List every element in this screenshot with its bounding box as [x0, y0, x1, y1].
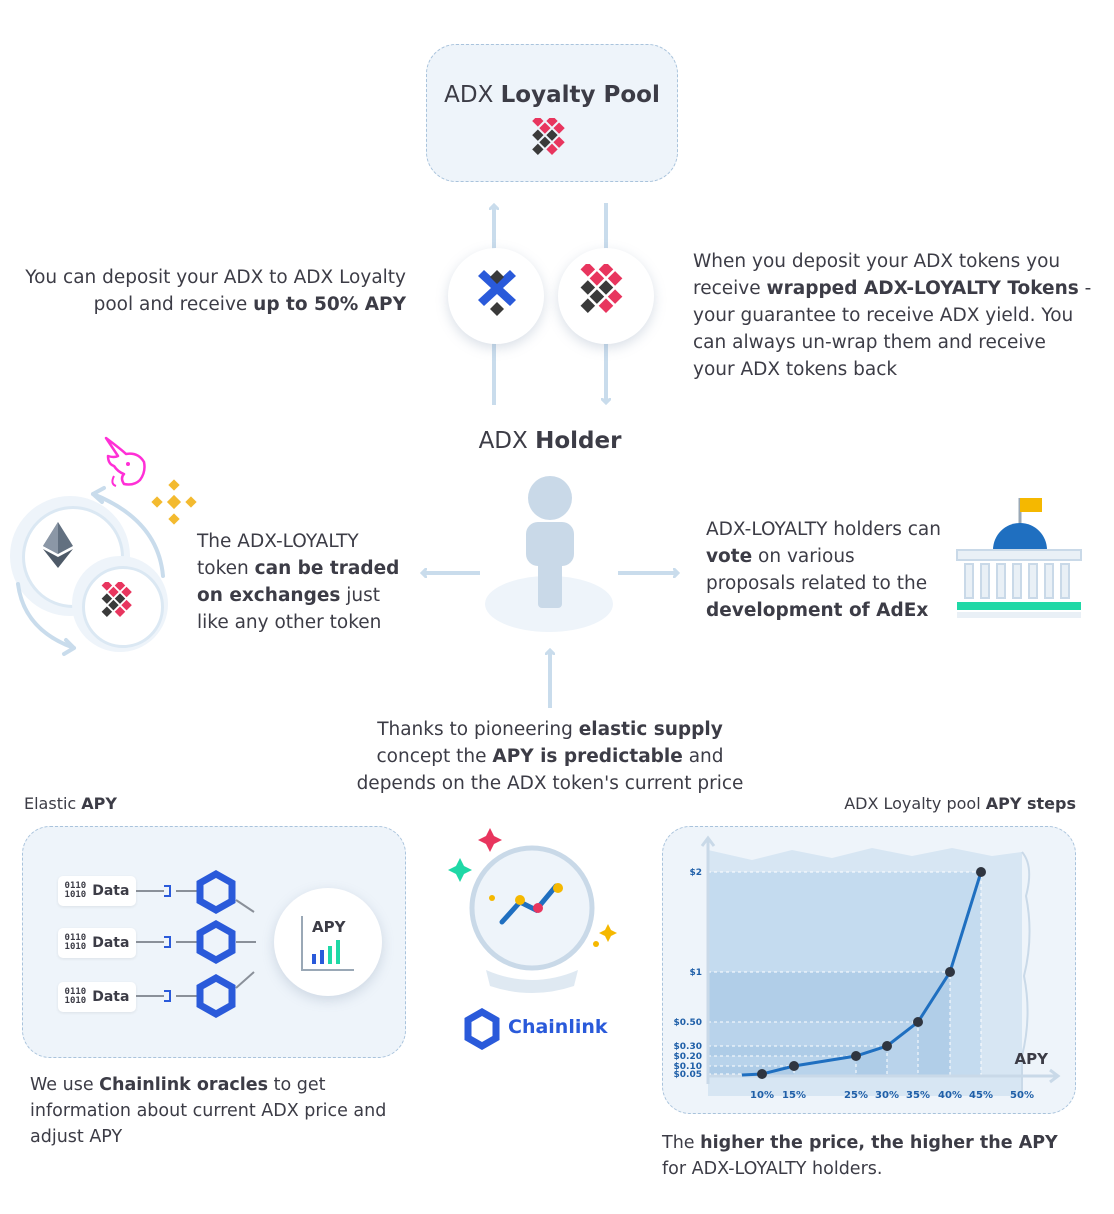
y-tick-label: $2 [689, 868, 702, 878]
data-point [789, 1061, 799, 1071]
apy-label: APY [312, 918, 346, 936]
x-tick-label: 35% [906, 1090, 930, 1101]
chainlink-label: Chainlink [508, 1016, 608, 1038]
binance-icon [151, 479, 197, 525]
data-point [945, 967, 955, 977]
wrapped-text: When you deposit your ADX tokens you rec… [693, 251, 1092, 380]
apy-curve [741, 871, 983, 1077]
deposit-text: You can deposit your ADX to ADX Loyalty … [25, 267, 406, 315]
elastic-text: Thanks to pioneering elastic supply conc… [356, 719, 744, 794]
chainlink-text: We use Chainlink oracles to get informat… [30, 1075, 387, 1147]
y-tick-label: $0.50 [674, 1018, 702, 1028]
x-tick-label: 50% [1010, 1090, 1034, 1101]
x-tick-label: 45% [969, 1090, 993, 1101]
adx-token-icon [478, 270, 516, 316]
data-point [976, 867, 986, 877]
apy-chart-icon [301, 916, 354, 971]
loyalty-heart-icon [532, 118, 565, 155]
data-point [913, 1017, 923, 1027]
data-point [757, 1069, 767, 1079]
y-tick-label: $0.30 [674, 1042, 702, 1052]
adx-token-circle [448, 248, 544, 344]
x-tick-label: 25% [844, 1090, 868, 1101]
x-tick-label: 40% [938, 1090, 962, 1101]
ethereum-icon [43, 522, 73, 568]
apy-steps-chart: $0.05$0.10$0.20$0.30 $0.50 $1 $2 10% 15% 25% 3… [674, 835, 1061, 1101]
y-tick-label: $1 [689, 968, 702, 978]
loyalty-heart-icon [101, 582, 132, 617]
uniswap-icon [104, 436, 146, 487]
parliament-icon [956, 498, 1082, 618]
apy-steps-title: ADX Loyalty pool APY steps [844, 794, 1076, 813]
loyalty-inner [82, 566, 164, 648]
data-point [882, 1041, 892, 1051]
swap-arrows [16, 486, 165, 656]
chart-xlabel: APY [1015, 1050, 1050, 1068]
holder-title: ADX Holder [478, 428, 622, 454]
elastic-apy-title: Elastic APY [24, 794, 117, 813]
vote-text: ADX-LOYALTY holders can vote on various … [706, 519, 941, 621]
y-tick-label: $0.10 [674, 1062, 702, 1072]
data-source-1: 0110 1010 Data [58, 876, 136, 906]
crystal-ball-icon [448, 828, 617, 993]
traded-text: The ADX-LOYALTY token can be traded on e… [197, 531, 400, 633]
loyalty-heart-icon [580, 264, 623, 313]
x-tick-label: 15% [782, 1090, 806, 1101]
data-point [851, 1051, 861, 1061]
x-tick-label: 10% [750, 1090, 774, 1101]
oracle-network [136, 869, 256, 1019]
apy-circle [274, 888, 382, 996]
chainlink-icon [464, 1008, 500, 1050]
loyalty-pool-box [426, 44, 678, 182]
x-tick-label: 30% [875, 1090, 899, 1101]
higher-text: The higher the price, the higher the APY… [662, 1133, 1058, 1179]
person-icon [485, 476, 613, 632]
data-source-2: 0110 1010 Data [58, 928, 136, 958]
y-tick-label: $0.20 [674, 1052, 702, 1062]
y-tick-label: $0.05 [674, 1070, 702, 1080]
data-source-3: 0110 1010 Data [58, 982, 136, 1012]
pool-title: ADX Loyalty Pool [444, 82, 660, 108]
